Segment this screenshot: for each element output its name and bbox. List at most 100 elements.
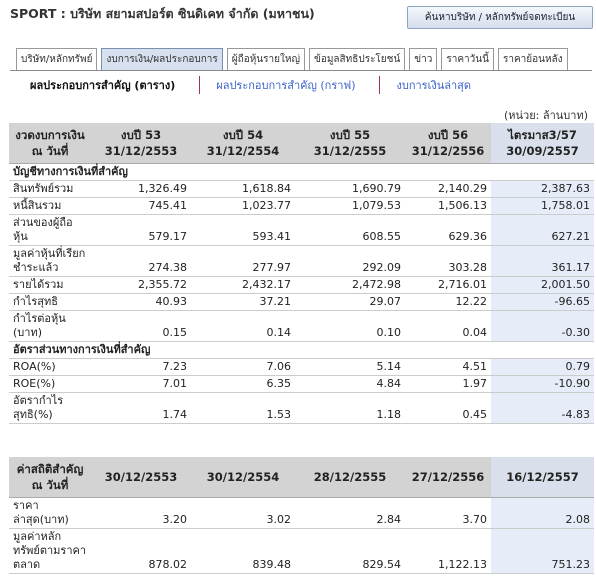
row-label: ราคาล่าสุด(บาท) xyxy=(9,497,91,529)
tab[interactable]: งบการเงิน/ผลประกอบการ xyxy=(101,48,223,70)
row-label: สินทรัพย์รวม xyxy=(9,180,91,198)
value-cell: 7.06 xyxy=(191,358,295,376)
date: 31/12/2554 xyxy=(206,144,280,158)
value-cell: 4.84 xyxy=(295,375,405,393)
data-row: ส่วนของผู้ถือหุ้น 579.17 593.41 608.55 629.3… xyxy=(9,214,594,246)
value-cell: 1,690.79 xyxy=(295,180,405,198)
header-cell: 30/12/2554 xyxy=(191,457,295,498)
value-cell: 361.17 xyxy=(491,245,594,277)
value-cell: 1.74 xyxy=(91,392,191,424)
value-cell: 1,506.13 xyxy=(405,197,491,215)
period: งบปี 56 xyxy=(427,128,469,142)
value-cell: 608.55 xyxy=(295,214,405,246)
header-cell: งบปี 55 31/12/2555 xyxy=(295,123,405,164)
data-row: ราคาล่าสุด(บาท) 3.20 3.02 2.84 3.70 2.08 xyxy=(9,497,594,529)
sub-link[interactable]: ผลประกอบการสำคัญ (กราฟ) xyxy=(199,76,365,94)
value-cell: 0.14 xyxy=(191,310,295,342)
financial-table: งวดงบการเงิน ณ วันที่ งบปี 53 31/12/2553 งบ… xyxy=(9,123,594,424)
tab[interactable]: ข้อมูลสิทธิประโยชน์ xyxy=(308,48,406,70)
data-row: อัตรากำไรสุทธิ(%) 1.74 1.53 1.18 0.45 -4.83 xyxy=(9,392,594,424)
value-cell: -4.83 xyxy=(491,392,594,424)
value-cell: 1,758.01 xyxy=(491,197,594,215)
header-cell: 16/12/2557 xyxy=(491,457,594,498)
value-cell: 3.70 xyxy=(405,497,491,529)
row-label: อัตรากำไรสุทธิ(%) xyxy=(9,392,91,424)
statistics-table: ค่าสถิติสำคัญ ณ วันที่ 30/12/2553 30/12/25… xyxy=(9,457,594,574)
header-row: งวดงบการเงิน ณ วันที่ งบปี 53 31/12/2553 งบ… xyxy=(9,123,594,164)
data-row: หนี้สินรวม 745.41 1,023.77 1,079.53 1,506.13… xyxy=(9,197,594,215)
header-cell: 30/12/2553 xyxy=(91,457,191,498)
value-cell: 3.20 xyxy=(91,497,191,529)
company-title: SPORT : บริษัท สยามสปอร์ต ซินดิเคท จำกัด… xyxy=(10,6,315,21)
row-label: หนี้สินรวม xyxy=(9,197,91,215)
tab[interactable]: ราคาวันนี้ xyxy=(441,48,494,70)
value-cell: 6.35 xyxy=(191,375,295,393)
tab[interactable]: ข่าว xyxy=(409,48,438,70)
header-cell: 28/12/2555 xyxy=(295,457,405,498)
value-cell: 878.02 xyxy=(91,528,191,574)
tab[interactable]: ผู้ถือหุ้นรายใหญ่ xyxy=(226,48,305,70)
value-cell: 751.23 xyxy=(491,528,594,574)
value-cell: 303.28 xyxy=(405,245,491,277)
tab-bar: บริษัท/หลักทรัพย์ งบการเงิน/ผลประกอบการ ผู… xyxy=(16,48,568,70)
row-label: รายได้รวม xyxy=(9,276,91,294)
row-label: ROA(%) xyxy=(9,358,91,376)
value-cell: 629.36 xyxy=(405,214,491,246)
value-cell: 40.93 xyxy=(91,293,191,311)
value-cell: 2,387.63 xyxy=(491,180,594,198)
value-cell: 1.18 xyxy=(295,392,405,424)
sub-link[interactable]: งบการเงินล่าสุด xyxy=(379,76,481,94)
value-cell: 829.54 xyxy=(295,528,405,574)
date: 30/09/2557 xyxy=(506,144,579,158)
header-label: งวดงบการเงิน ณ วันที่ xyxy=(9,123,91,164)
value-cell: 0.45 xyxy=(405,392,491,424)
row-label: มูลค่าหุ้นที่เรียกชำระแล้ว xyxy=(9,245,91,277)
data-row: กำไรสุทธิ 40.93 37.21 29.07 12.22 -96.65 xyxy=(9,293,594,311)
value-cell: 0.04 xyxy=(405,310,491,342)
date: 31/12/2553 xyxy=(104,144,178,158)
header-cell: งบปี 56 31/12/2556 xyxy=(405,123,491,164)
value-cell: -10.90 xyxy=(491,375,594,393)
value-cell: 3.02 xyxy=(191,497,295,529)
value-cell: 627.21 xyxy=(491,214,594,246)
value-cell: 1,122.13 xyxy=(405,528,491,574)
value-cell: 2,001.50 xyxy=(491,276,594,294)
sub-link[interactable]: ผลประกอบการสำคัญ (ตาราง) xyxy=(30,79,176,92)
row-label: ROE(%) xyxy=(9,375,91,393)
row-label: มูลค่าหลักทรัพย์ตามราคาตลาด xyxy=(9,528,91,574)
sub-links: ผลประกอบการสำคัญ (ตาราง) ผลประกอบการสำคัญ… xyxy=(30,76,481,94)
data-row: รายได้รวม 2,355.72 2,432.17 2,472.98 2,716.0… xyxy=(9,276,594,294)
search-button[interactable]: ค้นหาบริษัท / หลักทรัพย์จดทะเบียน xyxy=(407,6,593,29)
data-row: สินทรัพย์รวม 1,326.49 1,618.84 1,690.79 2,14… xyxy=(9,180,594,198)
data-row: ROE(%) 7.01 6.35 4.84 1.97 -10.90 xyxy=(9,375,594,393)
value-cell: 37.21 xyxy=(191,293,295,311)
value-cell: 1,618.84 xyxy=(191,180,295,198)
tab[interactable]: บริษัท/หลักทรัพย์ xyxy=(16,48,98,70)
section-row: บัญชีทางการเงินที่สำคัญ xyxy=(9,163,594,181)
period: งบปี 54 xyxy=(222,128,264,142)
value-cell: 839.48 xyxy=(191,528,295,574)
value-cell: 745.41 xyxy=(91,197,191,215)
period: ไตรมาส3/57 xyxy=(508,128,577,142)
value-cell: 1.97 xyxy=(405,375,491,393)
value-cell: 579.17 xyxy=(91,214,191,246)
tab[interactable]: ราคาย้อนหลัง xyxy=(497,48,568,70)
value-cell: 1,079.53 xyxy=(295,197,405,215)
value-cell: 5.14 xyxy=(295,358,405,376)
data-row: ROA(%) 7.23 7.06 5.14 4.51 0.79 xyxy=(9,358,594,376)
row-label: กำไรสุทธิ xyxy=(9,293,91,311)
value-cell: 0.15 xyxy=(91,310,191,342)
header-label: ค่าสถิติสำคัญ ณ วันที่ xyxy=(9,457,91,498)
value-cell: 12.22 xyxy=(405,293,491,311)
period: งบปี 53 xyxy=(120,128,162,142)
value-cell: 1.53 xyxy=(191,392,295,424)
value-cell: 7.23 xyxy=(91,358,191,376)
data-row: มูลค่าหุ้นที่เรียกชำระแล้ว 274.38 277.97 29… xyxy=(9,245,594,277)
header-cell: 27/12/2556 xyxy=(405,457,491,498)
value-cell: -0.30 xyxy=(491,310,594,342)
value-cell: 277.97 xyxy=(191,245,295,277)
header-cell: งบปี 54 31/12/2554 xyxy=(191,123,295,164)
value-cell: 292.09 xyxy=(295,245,405,277)
value-cell: 593.41 xyxy=(191,214,295,246)
